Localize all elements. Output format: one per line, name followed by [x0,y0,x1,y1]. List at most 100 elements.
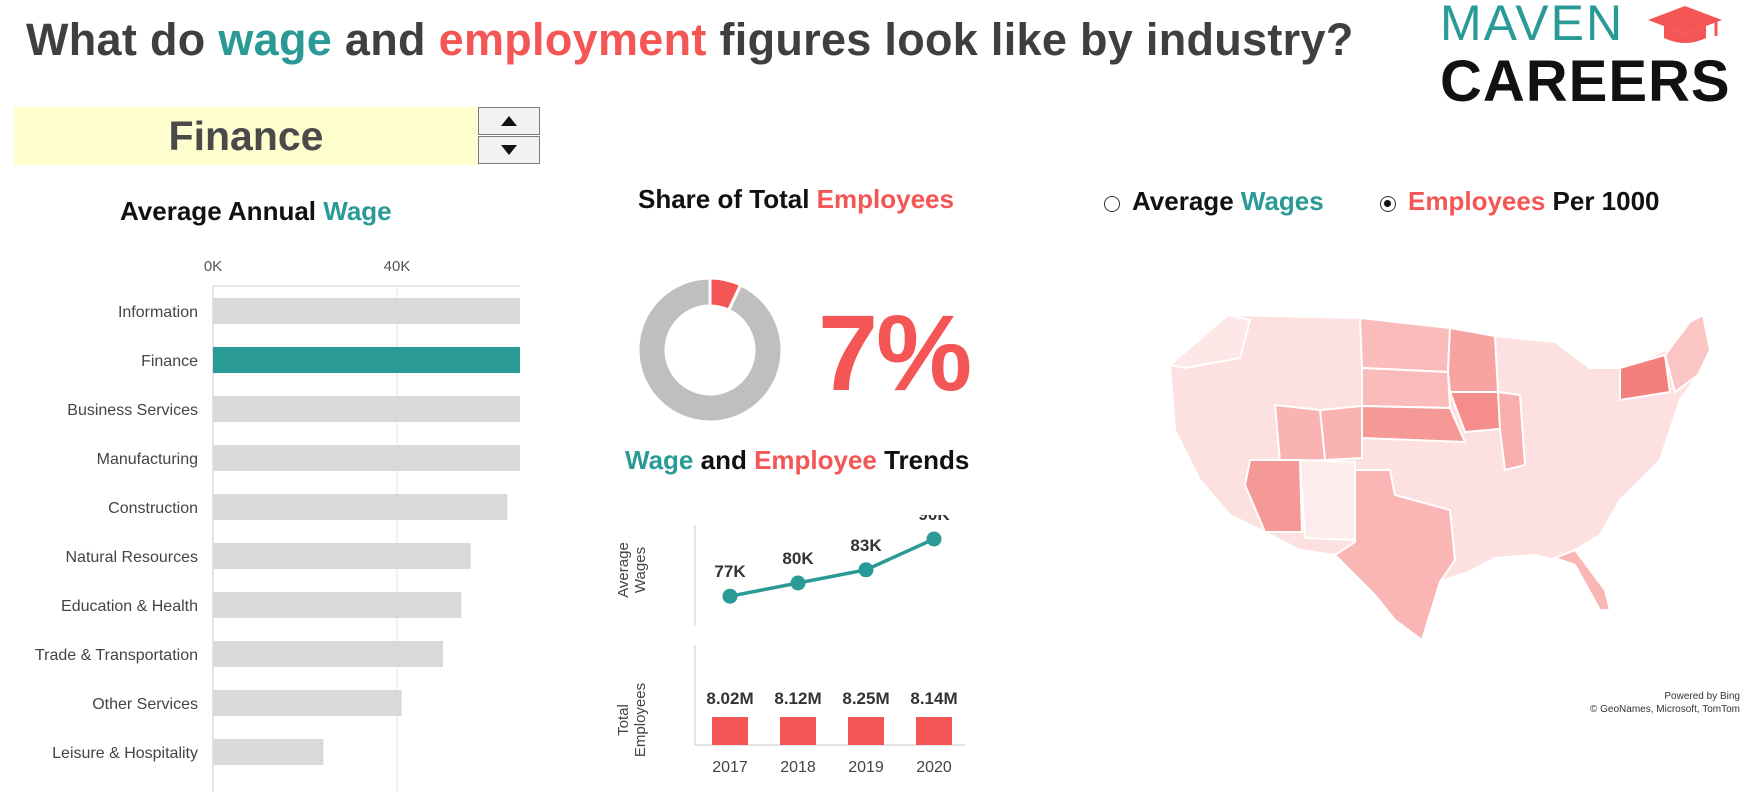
wage-point[interactable] [722,588,738,604]
wage-point[interactable] [926,531,942,547]
x-tick-label: 40K [384,258,411,275]
arrow-down-icon [501,145,517,155]
radio-employees-per-1000[interactable]: Employees Per 1000 [1380,186,1660,217]
bar[interactable] [213,298,520,324]
map-region-minnesota [1446,326,1500,393]
map-credit-line1: Powered by Bing [1664,691,1740,702]
bar[interactable] [213,641,443,667]
industry-selector-box [14,107,478,165]
category-label: Leisure & Hospitality [52,745,198,762]
employees-bar-label: 8.02M [706,689,753,708]
wage-point-label: 80K [782,549,814,568]
wage-axis-label: Average Wages [615,542,649,598]
graduation-cap-icon [1648,6,1722,43]
bar[interactable] [213,396,520,422]
radio-employees-label-part1: Employees [1408,186,1546,216]
category-label: Natural Resources [66,549,199,566]
radio-employees-label: Employees Per 1000 [1408,186,1660,217]
employees-bar-label: 8.12M [774,689,821,708]
map-region-washington [1167,313,1252,370]
map-region-new-york [1619,353,1672,402]
map-region-colorado [1318,404,1363,462]
bar[interactable] [213,543,471,569]
title-part2: and [332,14,439,65]
share-chart-title: Share of Total Employees [638,184,954,215]
page-title: What do wage and employment figures look… [26,14,1354,66]
share-donut-chart [636,276,784,424]
category-label: Other Services [92,696,198,713]
category-label: Business Services [67,402,198,419]
radio-wages-label: Average Wages [1132,186,1324,217]
title-wage: wage [218,14,333,65]
spin-down-button[interactable] [478,136,540,164]
year-tick-label: 2017 [712,759,748,776]
wage-point-label: 90K [918,515,950,524]
year-tick-label: 2018 [780,759,816,776]
map-region-florida [1552,548,1612,611]
bar[interactable] [213,592,462,618]
employees-bar-label: 8.25M [842,689,889,708]
category-label: Manufacturing [97,451,198,468]
maven-careers-logo: MAVEN CAREERS [1440,0,1730,114]
employees-bar-label: 8.14M [910,689,957,708]
year-tick-label: 2019 [848,759,884,776]
year-tick-label: 2020 [916,759,952,776]
map-region-texas [1333,469,1457,642]
title-employment: employment [438,14,707,65]
wage-chart-title-part2: Wage [323,196,392,226]
bar[interactable] [213,347,520,373]
employees-axis-label-line1: Total [615,704,632,736]
logo-maven: MAVEN [1440,0,1625,51]
radio-average-wages[interactable]: Average Wages [1104,186,1324,217]
us-choropleth-map [1167,313,1712,642]
map-region-nebraska [1361,404,1467,444]
category-label: Information [118,304,198,321]
share-chart-title-part2: Employees [816,184,954,214]
share-chart-title-part1: Share of Total [638,184,817,214]
trend-title-wage: Wage [625,445,694,475]
map-region-illinois [1496,390,1527,472]
wage-axis-label-line1: Average [615,542,632,598]
wage-point[interactable] [858,562,874,578]
category-label: Finance [141,353,198,370]
category-label: Trade & Transportation [35,647,198,664]
category-label: Education & Health [61,598,198,615]
wage-point[interactable] [790,575,806,591]
bar[interactable] [213,690,402,716]
employees-bar[interactable] [848,717,884,745]
map-region-new-england [1663,313,1712,394]
share-value: 7% [818,292,972,413]
radio-wages-circle[interactable] [1104,195,1120,212]
trend-chart-title: Wage and Employee Trends [625,445,969,476]
wage-chart-title-part1: Average Annual [120,196,324,226]
bar[interactable] [213,494,508,520]
employees-bar[interactable] [916,717,952,745]
employees-bar[interactable] [780,717,816,745]
map-region-north-dakota [1358,316,1452,374]
industry-selector-value: Finance [168,113,324,159]
employees-bar[interactable] [712,717,748,745]
category-label: Construction [108,500,198,517]
spin-up-button[interactable] [478,107,540,135]
bar[interactable] [213,739,324,765]
donut-slice[interactable] [636,276,784,424]
radio-employees-circle[interactable] [1380,195,1396,212]
title-part3: figures look like by industry? [706,14,1354,65]
wage-chart-title: Average Annual Wage [120,196,392,227]
wage-point-label: 77K [714,562,746,581]
map-region-south-dakota [1361,366,1452,410]
map-region-utah [1273,403,1327,464]
bar[interactable] [213,445,520,471]
employees-axis-label: Total Employees [615,683,649,757]
wage-axis-label-line2: Wages [632,547,649,593]
radio-wages-label-part2: Wages [1240,186,1324,216]
map-credit: Powered by Bing © GeoNames, Microsoft, T… [1590,690,1740,716]
logo-careers: CAREERS [1440,49,1731,114]
industry-selector[interactable]: Finance [14,107,542,165]
map-region-new-mexico [1298,458,1356,542]
radio-employees-label-part2: Per 1000 [1545,186,1660,216]
trend-title-and: and [693,445,755,475]
map-region-arizona [1243,459,1304,533]
wage-trend-line [729,537,935,598]
